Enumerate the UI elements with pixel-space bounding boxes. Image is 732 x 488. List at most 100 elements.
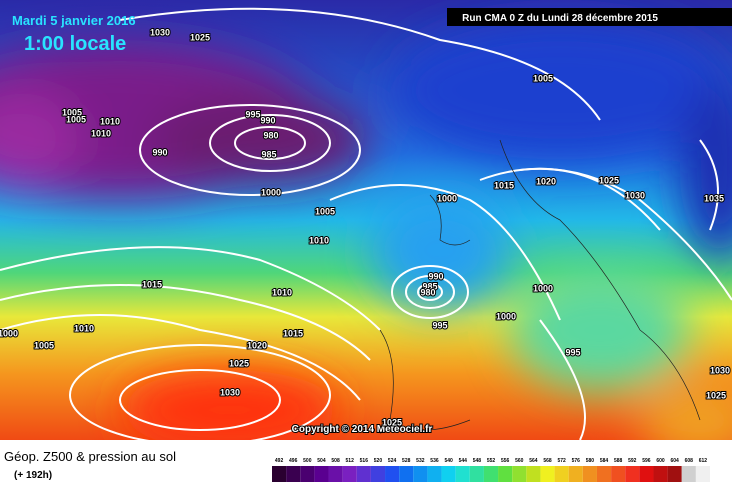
colorbar-label: 516 (360, 458, 369, 464)
colorbar-swatch (540, 466, 555, 482)
colorbar-label: 596 (642, 458, 651, 464)
colorbar-swatch (568, 466, 583, 482)
colorbar-swatch (483, 466, 499, 482)
colorbar-label: 564 (529, 458, 538, 464)
colorbar-swatch (498, 466, 513, 482)
colorbar-label: 548 (473, 458, 482, 464)
colorbar-label: 608 (685, 458, 694, 464)
colorbar-label: 588 (614, 458, 623, 464)
isobar-label: 1020 (536, 176, 556, 186)
colorbar-label: 520 (374, 458, 383, 464)
isobar-label: 1010 (100, 116, 120, 126)
colorbar-swatch (413, 466, 428, 482)
isobar-label: 1025 (382, 417, 402, 427)
isobar-label: 1015 (142, 279, 162, 289)
isobar-label: 980 (420, 287, 435, 297)
isobar-label: 1005 (315, 206, 335, 216)
isobar-label: 990 (260, 115, 275, 125)
colorbar-label: 612 (699, 458, 708, 464)
colorbar-label: 556 (501, 458, 510, 464)
isobar-label: 1000 (0, 328, 18, 338)
colorbar-swatch (314, 466, 329, 482)
colorbar-label: 560 (515, 458, 524, 464)
colorbar-swatch (328, 466, 343, 482)
isobar-label: 1025 (599, 175, 619, 185)
colorbar-label: 532 (416, 458, 425, 464)
isobar-label: 995 (432, 320, 447, 330)
isobar-label: 1005 (66, 114, 86, 124)
colorbar: 492 496 500 504 508 512 516 520 524 528 532 536 540 5… (272, 458, 710, 482)
colorbar-label: 572 (557, 458, 566, 464)
colorbar-swatch (639, 466, 654, 482)
colorbar-swatch (427, 466, 442, 482)
colorbar-label: 512 (346, 458, 355, 464)
isobar-label: 1000 (533, 283, 553, 293)
colorbar-swatch (554, 466, 569, 482)
isobar-label: 990 (152, 147, 167, 157)
isobar-label: 1030 (150, 27, 170, 37)
colorbar-swatch (695, 466, 710, 482)
colorbar-label: 584 (600, 458, 609, 464)
isobar-label: 1030 (220, 387, 240, 397)
colorbar-swatch (342, 466, 357, 482)
colorbar-label: 568 (543, 458, 552, 464)
colorbar-swatch (399, 466, 414, 482)
colorbar-swatch (653, 466, 668, 482)
colorbar-label: 492 (275, 458, 284, 464)
colorbar-swatch (526, 466, 541, 482)
copyright: Copyright © 2014 Meteociel.fr (292, 424, 433, 435)
colorbar-swatch (582, 466, 597, 482)
time: 1:00 locale (24, 33, 126, 55)
colorbar-swatch (356, 466, 371, 482)
isobar-label: 1025 (229, 358, 249, 368)
colorbar-label: 544 (459, 458, 468, 464)
date: Mardi 5 janvier 2016 (12, 13, 136, 28)
isobar-label: 1000 (496, 311, 516, 321)
colorbar-label: 504 (317, 458, 326, 464)
colorbar-swatch (441, 466, 456, 482)
colorbar-swatch (611, 466, 626, 482)
coastlines (379, 139, 701, 431)
isobar-label: 1010 (91, 128, 111, 138)
colorbar-label: 536 (430, 458, 439, 464)
isobar-label: 1015 (494, 180, 514, 190)
colorbar-label: 524 (388, 458, 397, 464)
isobar-label: 1020 (247, 340, 267, 350)
colorbar-swatch (300, 466, 315, 482)
isobar-label: 1010 (272, 287, 292, 297)
isobar-label: 1030 (710, 365, 730, 375)
colorbar-label: 528 (402, 458, 411, 464)
colorbar-label: 604 (671, 458, 680, 464)
colorbar-label: 540 (444, 458, 453, 464)
colorbar-label: 508 (331, 458, 340, 464)
isobar-label: 1005 (62, 107, 82, 117)
colorbar-swatch (272, 466, 287, 482)
isobar-label: 1005 (34, 340, 54, 350)
colorbar-swatch (455, 466, 470, 482)
colorbar-label: 576 (572, 458, 581, 464)
isobar-label: 1015 (283, 328, 303, 338)
isobar-label: 990 (428, 271, 443, 281)
isobar-label: 1010 (74, 323, 94, 333)
colorbar-swatch (385, 466, 400, 482)
footer-title: Géop. Z500 & pression au sol (4, 449, 176, 464)
isobar-label: 985 (422, 281, 437, 291)
isobar-label: 1000 (261, 187, 281, 197)
isobar-label: 1005 (533, 73, 553, 83)
isobar-label: 985 (261, 149, 276, 159)
isobar-label: 1025 (190, 32, 210, 42)
run-box (447, 8, 732, 26)
colorbar-swatch (469, 466, 484, 482)
colorbar-label: 592 (628, 458, 637, 464)
isobar-label: 980 (263, 130, 278, 140)
isobar-label: 1000 (437, 193, 457, 203)
colorbar-swatch (681, 466, 696, 482)
colorbar-label: 552 (487, 458, 496, 464)
colorbar-label: 600 (656, 458, 665, 464)
run-info: Run CMA 0 Z du Lundi 28 décembre 2015 (462, 13, 658, 24)
colorbar-swatch (596, 466, 612, 482)
colorbar-swatch (512, 466, 527, 482)
colorbar-swatch (625, 466, 640, 482)
